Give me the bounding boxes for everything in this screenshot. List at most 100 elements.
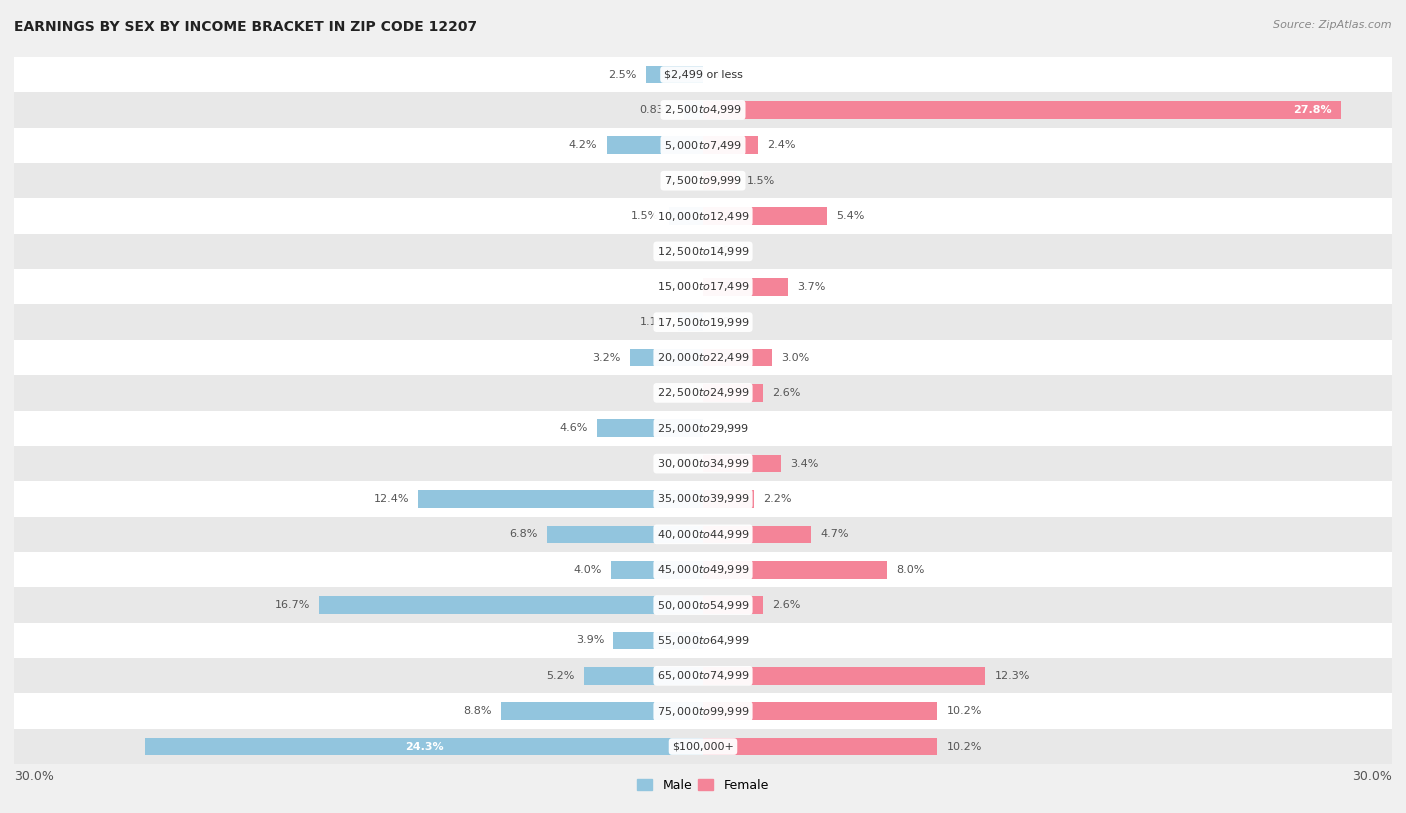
Bar [630, 349, 703, 367]
Bar [14, 659, 1392, 693]
Text: Source: ZipAtlas.com: Source: ZipAtlas.com [1274, 20, 1392, 30]
Bar [14, 729, 1392, 764]
Text: 1.5%: 1.5% [631, 211, 659, 221]
Text: EARNINGS BY SEX BY INCOME BRACKET IN ZIP CODE 12207: EARNINGS BY SEX BY INCOME BRACKET IN ZIP… [14, 20, 477, 34]
Text: 4.2%: 4.2% [569, 141, 598, 150]
Bar [703, 207, 827, 225]
Text: 3.0%: 3.0% [782, 353, 810, 363]
Text: 8.0%: 8.0% [896, 565, 924, 575]
Bar [598, 420, 703, 437]
Text: 4.0%: 4.0% [574, 565, 602, 575]
Text: 2.5%: 2.5% [607, 70, 637, 80]
Text: 0.0%: 0.0% [665, 388, 693, 398]
Bar [703, 384, 762, 402]
Bar [703, 101, 1341, 119]
Bar [703, 278, 787, 296]
Bar [703, 596, 762, 614]
Bar [14, 340, 1392, 375]
Text: $10,000 to $12,499: $10,000 to $12,499 [657, 210, 749, 223]
Text: 12.4%: 12.4% [374, 494, 409, 504]
Bar [612, 561, 703, 579]
Bar [583, 667, 703, 685]
Bar [703, 702, 938, 720]
Text: 16.7%: 16.7% [276, 600, 311, 610]
Bar [703, 349, 772, 367]
Text: 3.7%: 3.7% [797, 282, 825, 292]
Text: 3.2%: 3.2% [592, 353, 620, 363]
Bar [14, 163, 1392, 198]
Bar [703, 490, 754, 508]
Bar [14, 269, 1392, 304]
Bar [703, 737, 938, 755]
Bar [14, 375, 1392, 411]
Text: 0.0%: 0.0% [713, 424, 741, 433]
Text: 30.0%: 30.0% [1353, 770, 1392, 783]
Bar [418, 490, 703, 508]
Text: $100,000+: $100,000+ [672, 741, 734, 751]
Text: 27.8%: 27.8% [1294, 105, 1333, 115]
Bar [703, 172, 738, 189]
Text: 5.4%: 5.4% [837, 211, 865, 221]
Bar [703, 454, 782, 472]
Text: 8.8%: 8.8% [463, 706, 492, 716]
Text: 10.2%: 10.2% [946, 706, 981, 716]
Text: 12.3%: 12.3% [994, 671, 1031, 680]
Bar [14, 92, 1392, 128]
Bar [14, 587, 1392, 623]
Text: 0.0%: 0.0% [665, 282, 693, 292]
Bar [683, 101, 703, 119]
Text: $45,000 to $49,999: $45,000 to $49,999 [657, 563, 749, 576]
Legend: Male, Female: Male, Female [633, 774, 773, 797]
Bar [14, 411, 1392, 446]
Bar [547, 525, 703, 543]
Text: 2.6%: 2.6% [772, 600, 800, 610]
Text: $55,000 to $64,999: $55,000 to $64,999 [657, 634, 749, 647]
Text: $35,000 to $39,999: $35,000 to $39,999 [657, 493, 749, 506]
Bar [14, 57, 1392, 92]
Text: 4.6%: 4.6% [560, 424, 588, 433]
Bar [703, 137, 758, 154]
Bar [606, 137, 703, 154]
Bar [14, 517, 1392, 552]
Text: $50,000 to $54,999: $50,000 to $54,999 [657, 598, 749, 611]
Bar [14, 623, 1392, 658]
Text: 0.0%: 0.0% [665, 246, 693, 256]
Text: 2.2%: 2.2% [762, 494, 792, 504]
Bar [669, 207, 703, 225]
Bar [145, 737, 703, 755]
Text: 2.6%: 2.6% [772, 388, 800, 398]
Bar [645, 66, 703, 84]
Bar [14, 233, 1392, 269]
Text: $2,500 to $4,999: $2,500 to $4,999 [664, 103, 742, 116]
Text: $12,500 to $14,999: $12,500 to $14,999 [657, 245, 749, 258]
Bar [678, 313, 703, 331]
Bar [703, 667, 986, 685]
Text: 1.5%: 1.5% [747, 176, 775, 185]
Bar [613, 632, 703, 650]
Text: 3.9%: 3.9% [576, 636, 605, 646]
Bar [14, 304, 1392, 340]
Bar [501, 702, 703, 720]
Text: $30,000 to $34,999: $30,000 to $34,999 [657, 457, 749, 470]
Text: $2,499 or less: $2,499 or less [664, 70, 742, 80]
Text: 10.2%: 10.2% [946, 741, 981, 751]
Text: $15,000 to $17,499: $15,000 to $17,499 [657, 280, 749, 293]
Text: 0.0%: 0.0% [665, 176, 693, 185]
Text: 0.0%: 0.0% [713, 636, 741, 646]
Bar [703, 525, 811, 543]
Bar [319, 596, 703, 614]
Text: 1.1%: 1.1% [640, 317, 669, 327]
Text: $75,000 to $99,999: $75,000 to $99,999 [657, 705, 749, 718]
Text: $17,500 to $19,999: $17,500 to $19,999 [657, 315, 749, 328]
Text: $65,000 to $74,999: $65,000 to $74,999 [657, 669, 749, 682]
Text: $40,000 to $44,999: $40,000 to $44,999 [657, 528, 749, 541]
Text: $7,500 to $9,999: $7,500 to $9,999 [664, 174, 742, 187]
Text: 0.0%: 0.0% [713, 317, 741, 327]
Bar [14, 446, 1392, 481]
Text: 0.0%: 0.0% [665, 459, 693, 468]
Bar [14, 198, 1392, 233]
Bar [14, 128, 1392, 163]
Text: $22,500 to $24,999: $22,500 to $24,999 [657, 386, 749, 399]
Bar [703, 561, 887, 579]
Text: 30.0%: 30.0% [14, 770, 53, 783]
